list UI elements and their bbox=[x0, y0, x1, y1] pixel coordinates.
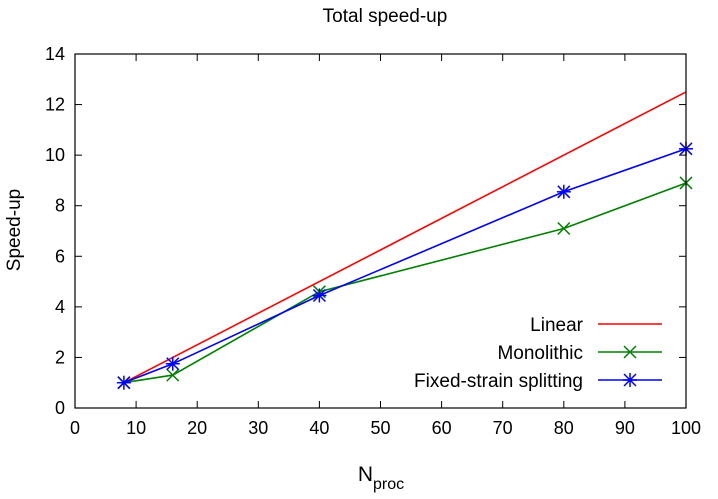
data-point-monolithic bbox=[166, 368, 180, 382]
x-tick-label: 90 bbox=[615, 418, 635, 438]
data-point-fixed-strain-splitting bbox=[556, 184, 571, 199]
plot-frame bbox=[74, 53, 687, 409]
x-tick-label: 80 bbox=[554, 418, 574, 438]
x-tick-label: 0 bbox=[70, 418, 80, 438]
data-point-fixed-strain-splitting bbox=[312, 288, 327, 303]
x-axis-label-subscript: proc bbox=[373, 476, 404, 493]
legend-marker-fixed-strain-splitting bbox=[623, 373, 637, 387]
y-tick-label: 8 bbox=[55, 196, 65, 216]
legend-label-linear: Linear bbox=[530, 315, 583, 336]
axis-ticks: 0 10 20 30 40 50 60 70 80 90 100 0 2 4 6 8 10 12 14 bbox=[45, 44, 701, 438]
y-axis-label: Speed-up bbox=[4, 189, 25, 271]
series-line-linear bbox=[123, 91, 687, 384]
x-axis-label-main: N bbox=[358, 463, 373, 486]
x-tick-label: 30 bbox=[248, 418, 268, 438]
y-tick-label: 12 bbox=[45, 95, 65, 115]
x-tick-label: 100 bbox=[671, 418, 701, 438]
x-tick-label: 60 bbox=[432, 418, 452, 438]
legend: Linear Monolithic Fixed-strain splitting bbox=[414, 315, 662, 392]
y-tick-label: 14 bbox=[45, 44, 65, 64]
x-tick-label: 20 bbox=[187, 418, 207, 438]
legend-label-fixed-strain-splitting: Fixed-strain splitting bbox=[414, 371, 583, 392]
legend-label-monolithic: Monolithic bbox=[497, 343, 583, 364]
x-tick-label: 50 bbox=[370, 418, 390, 438]
x-tick-label: 70 bbox=[493, 418, 513, 438]
legend-marker-monolithic bbox=[623, 345, 637, 359]
y-tick-label: 2 bbox=[55, 347, 65, 367]
x-tick-label: 10 bbox=[126, 418, 146, 438]
series-line-fixed-strain-splitting bbox=[123, 148, 687, 384]
data-point-fixed-strain-splitting bbox=[165, 356, 180, 371]
data-point-monolithic bbox=[557, 221, 571, 236]
y-tick-label: 0 bbox=[55, 398, 65, 418]
y-tick-label: 4 bbox=[55, 297, 65, 317]
x-tick-label: 40 bbox=[309, 418, 329, 438]
data-point-fixed-strain-splitting bbox=[116, 375, 131, 390]
x-axis-label: Nproc bbox=[358, 463, 404, 493]
series-layer bbox=[116, 91, 693, 390]
y-tick-label: 10 bbox=[45, 145, 65, 165]
chart-title: Total speed-up bbox=[323, 6, 448, 27]
y-tick-label: 6 bbox=[55, 246, 65, 266]
